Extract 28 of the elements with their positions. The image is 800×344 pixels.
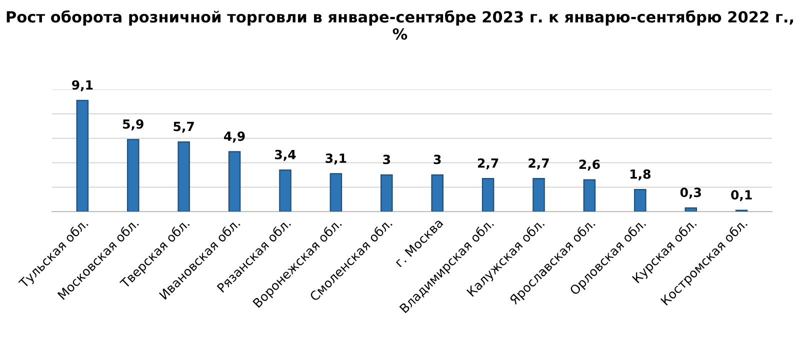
data-label: 5,9	[123, 119, 144, 130]
data-label: 0,1	[731, 190, 752, 202]
bar	[482, 178, 494, 212]
data-label: 9,1	[72, 80, 93, 92]
bar	[431, 174, 444, 212]
bar	[126, 138, 140, 212]
bar	[178, 141, 190, 212]
bar	[634, 189, 646, 212]
data-label: 2,7	[528, 158, 549, 170]
bar	[380, 174, 393, 212]
data-label: 3,1	[326, 153, 346, 165]
data-label: 2,6	[579, 160, 600, 171]
data-label: 3	[383, 154, 390, 164]
data-label: 3	[434, 154, 441, 164]
bar	[228, 151, 241, 212]
chart-title: Рост оборота розничной торговли в январе-сентябре 2023 г. к январю-сентябрю 2022 г., %	[6, 10, 793, 40]
bar	[330, 173, 342, 212]
data-label: 5,7	[174, 122, 194, 133]
bar	[76, 100, 89, 212]
data-label: 1,8	[630, 169, 650, 180]
data-label: 2,7	[478, 158, 498, 170]
bar	[684, 207, 698, 212]
data-label: 0,3	[680, 188, 701, 199]
data-label: 3,4	[275, 150, 296, 161]
bar	[583, 179, 596, 212]
bar	[279, 169, 292, 212]
data-label: 4,9	[224, 132, 245, 143]
bar	[532, 178, 545, 212]
